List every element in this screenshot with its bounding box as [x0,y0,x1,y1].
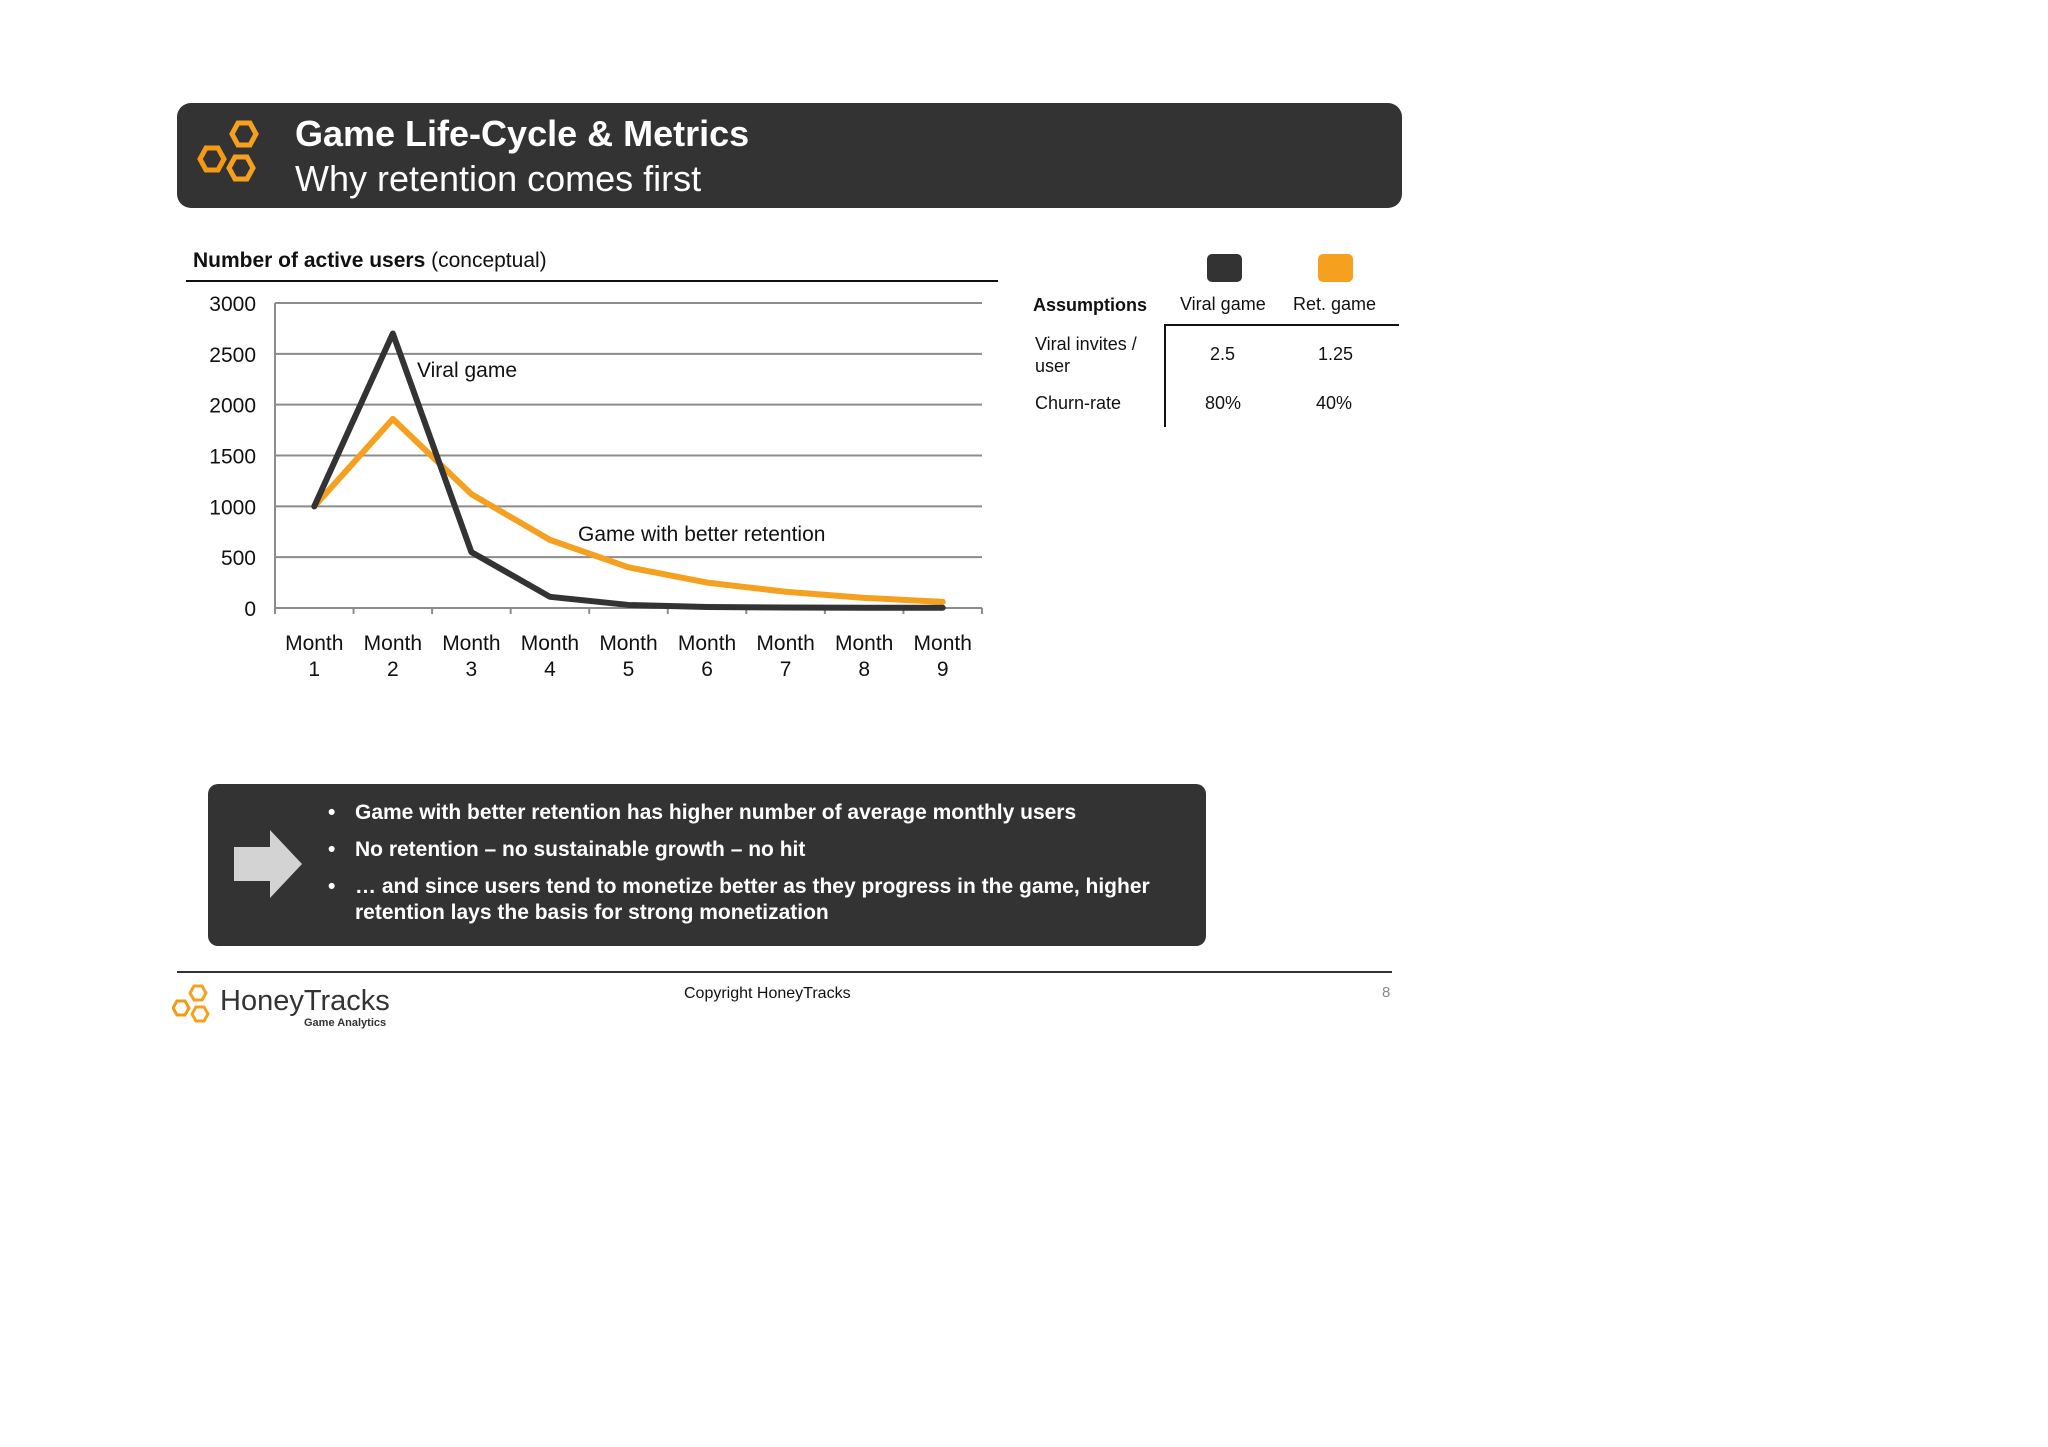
y-tick-label: 1000 [209,496,256,519]
y-tick-label: 1500 [209,446,256,469]
brand-name: HoneyTracks [220,985,390,1017]
copyright-text: Copyright HoneyTracks [684,985,851,1002]
assumptions-row-label: Viral invites / user [1035,334,1137,376]
brand-logo: HoneyTracks Game Analytics [171,983,390,1030]
assumptions-header-rule [1165,324,1399,326]
page-title: Game Life-Cycle & Metrics [295,113,750,154]
header-banner: Game Life-Cycle & Metrics Why retention … [177,103,1402,208]
chart-title: Number of active users (conceptual) [193,249,547,273]
legend-swatch-retention [1318,254,1353,282]
assumptions-cell: 80% [1205,393,1242,413]
x-tick-label: Month 9 [914,632,972,681]
assumptions-cell: 2.5 [1210,344,1236,364]
chart-title-bold: Number of active users [193,249,426,272]
footer-rule [177,971,1392,973]
x-tick-label: Month 6 [678,632,736,681]
x-tick-label: Month 3 [442,632,500,681]
assumptions-row-label: Churn-rate [1035,393,1122,413]
y-tick-label: 0 [244,598,256,621]
brand-subtitle: Game Analytics [304,1017,387,1029]
x-tick-label: Month 1 [285,632,343,681]
takeaway-text: No retention – no sustainable growth – n… [355,838,806,861]
series-line-retention [311,415,946,605]
assumptions-vertical-rule [1164,324,1166,427]
chart-title-rest: (conceptual) [425,249,547,272]
x-tick-label: Month 2 [364,632,422,681]
honeycomb-logo-icon [197,120,259,182]
takeaway-item: • Game with better retention has higher n… [328,801,1077,824]
honeycomb-logo-icon [171,984,210,1023]
x-tick-label: Month 7 [756,632,814,681]
takeaway-item: •… and since users tend to monetize bett… [328,875,1150,924]
assumptions-col-retention: Ret. game [1293,294,1377,314]
y-tick-label: 2500 [209,344,256,367]
x-tick-label: Month 8 [835,632,893,681]
assumptions-cell: 1.25 [1318,344,1354,364]
takeaway-text: Game with better retention has higher nu… [355,801,1077,824]
y-tick-label: 3000 [209,293,256,316]
line-chart: 0 500 1000 1500 2000 2500 3000 Month 1 Month 2 Mont… [209,293,983,681]
page-subtitle: Why retention comes first [295,158,702,199]
assumptions-cell: 40% [1316,393,1353,413]
y-tick-label: 2000 [209,395,256,418]
assumptions-col-viral: Viral game [1180,294,1266,314]
series-label-retention: Game with better retention [578,523,825,546]
assumptions-heading: Assumptions [1033,295,1148,315]
series-line-viral [311,330,946,611]
y-tick-label: 500 [221,547,256,570]
takeaway-text: … and since users tend to monetize bette… [355,875,1150,924]
key-takeaways-box: • Game with better retention has higher n… [208,784,1206,946]
chart-title-rule [186,280,998,282]
x-tick-label: Month 4 [521,632,579,681]
takeaway-list: • Game with better retention has higher n… [328,800,1168,937]
x-tick-label: Month 5 [599,632,657,681]
series-label-viral: Viral game [417,359,517,382]
legend-swatch-viral [1207,254,1242,282]
arrow-right-icon [234,830,302,898]
page-number: 8 [1382,984,1391,1001]
takeaway-item: • No retention – no sustainable growth – … [328,838,806,861]
